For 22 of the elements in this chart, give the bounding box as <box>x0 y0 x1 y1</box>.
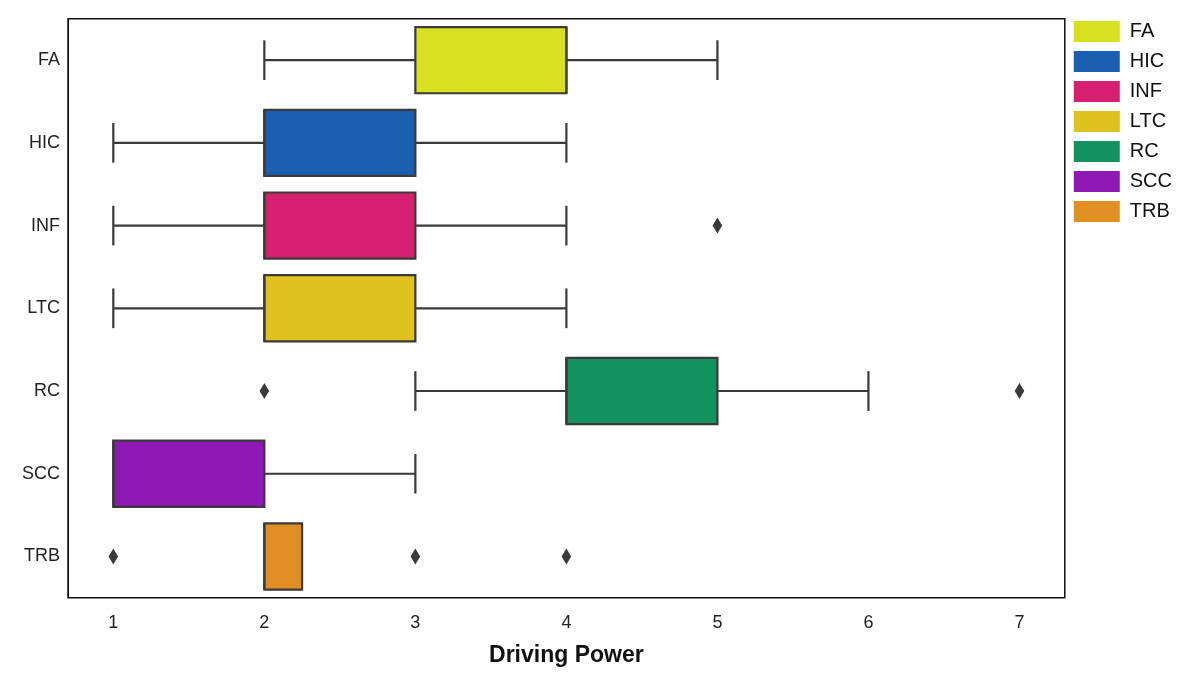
legend-label: HIC <box>1129 49 1165 72</box>
legend-label: INF <box>1129 79 1162 102</box>
y-tick-label: RC <box>34 379 60 400</box>
y-tick-label: TRB <box>24 545 60 566</box>
x-tick-label: 1 <box>108 611 119 632</box>
y-tick-label: LTC <box>27 297 60 318</box>
legend-label: FA <box>1129 19 1155 42</box>
x-tick-label: 5 <box>712 611 723 632</box>
legend-label: RC <box>1129 139 1159 162</box>
x-tick-label: 3 <box>410 611 421 632</box>
x-tick-label: 2 <box>259 611 270 632</box>
y-tick-label: INF <box>31 214 60 235</box>
y-tick-label: FA <box>37 49 60 70</box>
x-tick-label: 6 <box>863 611 874 632</box>
legend-label: SCC <box>1129 169 1173 192</box>
x-tick-label: 7 <box>1014 611 1025 632</box>
y-tick-label: SCC <box>21 462 60 483</box>
x-tick-label: 4 <box>561 611 572 632</box>
legend-label: LTC <box>1129 109 1167 132</box>
y-tick-label: HIC <box>29 131 60 152</box>
x-axis-title: Driving Power <box>489 640 644 667</box>
legend-label: TRB <box>1129 199 1170 222</box>
